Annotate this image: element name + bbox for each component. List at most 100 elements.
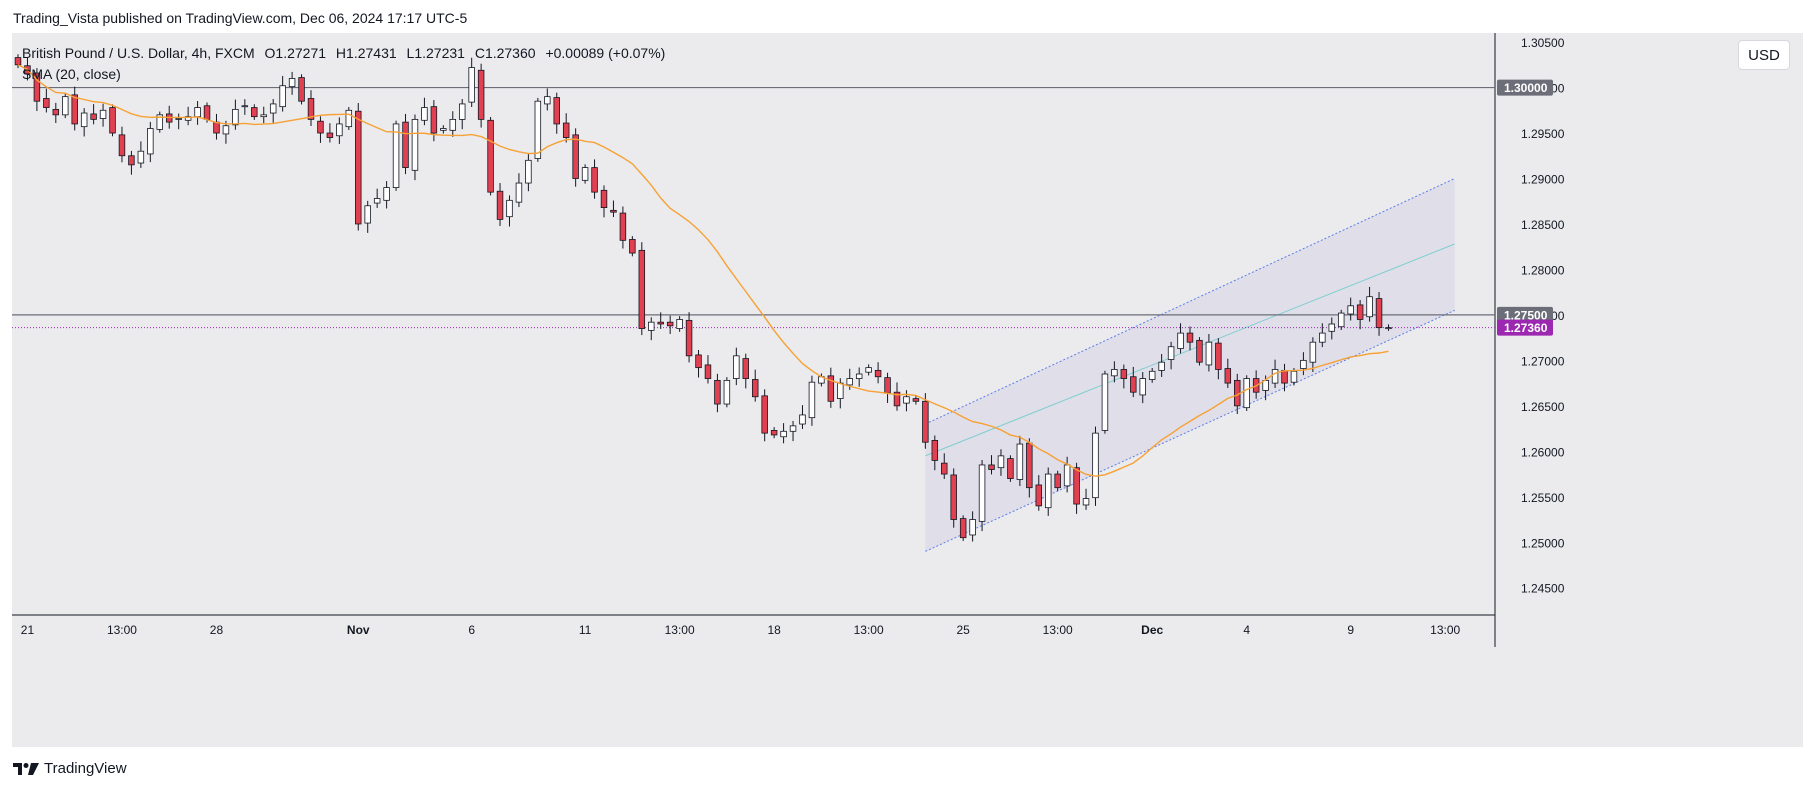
candle-down[interactable] xyxy=(884,377,891,394)
candle-down[interactable] xyxy=(562,122,570,138)
candle-up[interactable] xyxy=(260,114,267,118)
candle-down[interactable] xyxy=(761,395,768,434)
candle-down[interactable] xyxy=(1035,484,1043,507)
candle-down[interactable] xyxy=(1120,369,1128,379)
candle-down[interactable] xyxy=(751,379,759,398)
candle-down[interactable] xyxy=(959,518,967,539)
candle-up[interactable] xyxy=(789,425,797,432)
candle-up[interactable] xyxy=(232,108,239,126)
candle-up[interactable] xyxy=(676,319,683,329)
candle-down[interactable] xyxy=(298,77,305,102)
candle-down[interactable] xyxy=(71,94,78,125)
candle-up[interactable] xyxy=(175,118,182,120)
candle-down[interactable] xyxy=(477,69,485,120)
candle-down[interactable] xyxy=(118,134,126,157)
candle-down[interactable] xyxy=(203,105,211,120)
candle-down[interactable] xyxy=(1356,304,1364,320)
candle-up[interactable] xyxy=(837,382,844,399)
tradingview-logo[interactable]: TradingView xyxy=(12,760,127,777)
candle-up[interactable] xyxy=(506,199,513,218)
candle-up[interactable] xyxy=(534,100,542,159)
candle-down[interactable] xyxy=(43,98,50,108)
candle-up[interactable] xyxy=(581,167,589,181)
candle-up[interactable] xyxy=(137,150,145,164)
candle-up[interactable] xyxy=(288,78,296,88)
candle-up[interactable] xyxy=(1016,443,1024,480)
candle-down[interactable] xyxy=(912,398,920,402)
candle-up[interactable] xyxy=(1309,341,1317,363)
candle-down[interactable] xyxy=(666,321,674,327)
candle-up[interactable] xyxy=(903,396,910,404)
sma-line[interactable] xyxy=(17,64,1389,477)
candle-up[interactable] xyxy=(1177,332,1184,349)
candle-up[interactable] xyxy=(780,430,787,438)
candle-up[interactable] xyxy=(1158,361,1165,371)
candle-up[interactable] xyxy=(269,103,277,114)
candle-down[interactable] xyxy=(874,369,882,378)
candle-up[interactable] xyxy=(997,455,1005,469)
candle-down[interactable] xyxy=(619,212,627,241)
candle-up[interactable] xyxy=(969,519,976,536)
candle-up[interactable] xyxy=(525,159,532,184)
candle-up[interactable] xyxy=(411,118,419,171)
channel-lower-line[interactable] xyxy=(925,309,1455,552)
candle-up[interactable] xyxy=(1290,370,1298,383)
candle-down[interactable] xyxy=(1007,458,1014,479)
candle-down[interactable] xyxy=(1026,442,1033,489)
candle-down[interactable] xyxy=(1281,369,1288,384)
candle-up[interactable] xyxy=(449,118,457,131)
candle-down[interactable] xyxy=(742,358,750,379)
candle-down[interactable] xyxy=(657,321,664,325)
candle-up[interactable] xyxy=(80,112,88,128)
candle-up[interactable] xyxy=(544,96,551,105)
candle-up[interactable] xyxy=(978,464,986,522)
candle-up[interactable] xyxy=(440,128,447,131)
candle-up[interactable] xyxy=(1139,378,1146,396)
candle-down[interactable] xyxy=(941,462,948,475)
candle-up[interactable] xyxy=(1111,369,1118,377)
candle-down[interactable] xyxy=(1215,342,1222,370)
candle-down[interactable] xyxy=(251,107,258,118)
candle-down[interactable] xyxy=(950,474,957,520)
candle-down[interactable] xyxy=(1073,467,1080,505)
candle-down[interactable] xyxy=(213,121,220,134)
candle-up[interactable] xyxy=(1167,346,1175,360)
candle-down[interactable] xyxy=(355,110,362,225)
candle-down[interactable] xyxy=(402,121,409,168)
candle-up[interactable] xyxy=(1337,312,1345,328)
candle-down[interactable] xyxy=(572,134,579,179)
candle-up[interactable] xyxy=(421,107,428,121)
channel-upper-line[interactable] xyxy=(925,178,1455,425)
candle-down[interactable] xyxy=(893,391,901,407)
candle-up[interactable] xyxy=(345,109,353,128)
candle-down[interactable] xyxy=(827,375,835,402)
candle-down[interactable] xyxy=(90,113,97,120)
candle-up[interactable] xyxy=(846,378,853,386)
candle-down[interactable] xyxy=(487,119,494,193)
candle-up[interactable] xyxy=(1243,378,1250,409)
candle-down[interactable] xyxy=(326,132,334,138)
candle-up[interactable] xyxy=(1092,432,1099,499)
candle-up[interactable] xyxy=(1328,323,1336,332)
candle-up[interactable] xyxy=(1347,305,1354,315)
candle-up[interactable] xyxy=(468,67,475,103)
candle-up[interactable] xyxy=(62,96,69,116)
candle-up[interactable] xyxy=(222,125,230,135)
candle-up[interactable] xyxy=(865,367,872,373)
candle-up[interactable] xyxy=(733,355,740,379)
candle-down[interactable] xyxy=(629,239,636,254)
candle-up[interactable] xyxy=(1385,327,1392,330)
candle-down[interactable] xyxy=(610,209,617,213)
candle-up[interactable] xyxy=(364,205,371,224)
candle-up[interactable] xyxy=(1205,341,1213,366)
candle-up[interactable] xyxy=(855,373,863,379)
candle-up[interactable] xyxy=(1044,473,1052,509)
candle-up[interactable] xyxy=(147,128,154,155)
candle-up[interactable] xyxy=(241,105,249,108)
candle-down[interactable] xyxy=(128,155,135,166)
candle-down[interactable] xyxy=(600,189,608,208)
candle-down[interactable] xyxy=(1196,339,1203,363)
candle-up[interactable] xyxy=(99,109,107,119)
candle-down[interactable] xyxy=(52,108,60,116)
candle-down[interactable] xyxy=(714,379,721,405)
